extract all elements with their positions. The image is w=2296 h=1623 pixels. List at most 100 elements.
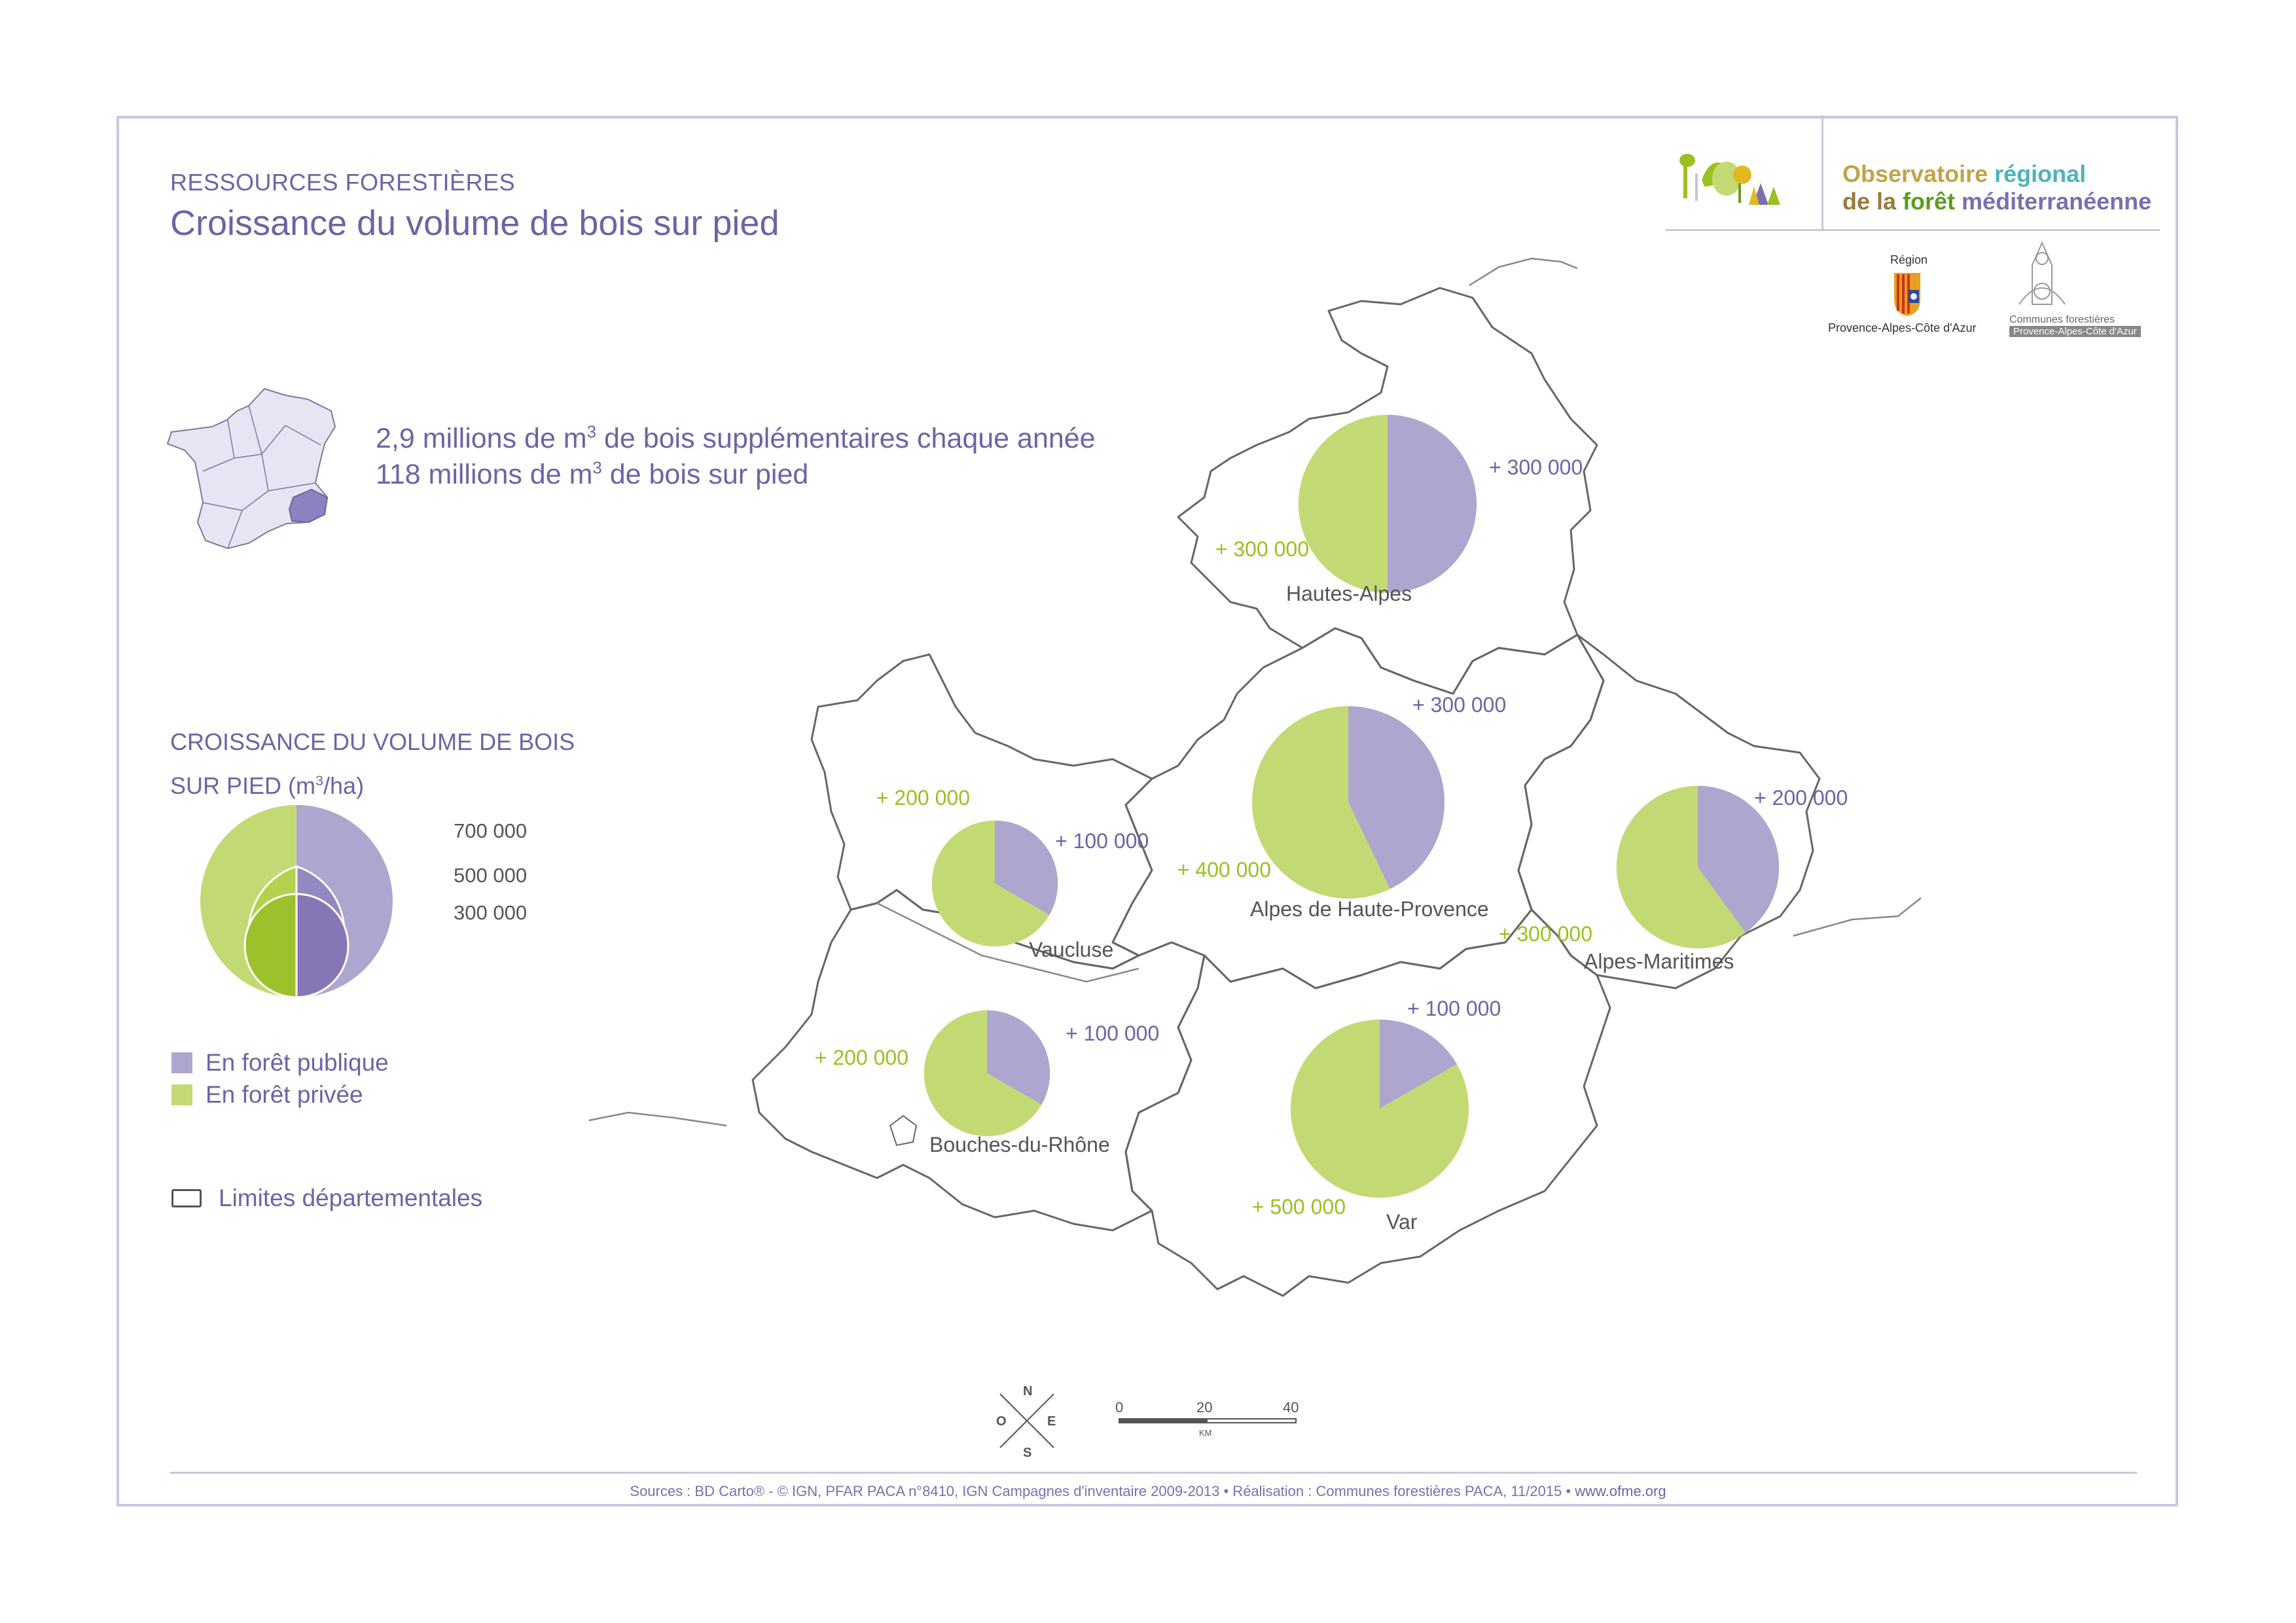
durance-line — [876, 902, 1139, 983]
value-private-alpes-de-haute-provence: + 400 000 — [1177, 858, 1271, 882]
value-public-alpes-maritimes: + 200 000 — [1754, 786, 1848, 810]
brand-underline — [1666, 229, 2160, 231]
brand-word-foret: forêt — [1903, 188, 1962, 215]
stat-annual-growth: 2,9 millions de m3 de bois supplémentair… — [376, 423, 1096, 455]
border-italy-north — [1469, 257, 1578, 287]
brand-word-regional: régional — [1994, 160, 2087, 187]
department-label-alpes-de-haute-provence: Alpes de Haute-Provence — [1250, 897, 1489, 921]
legend-public-swatch — [171, 1052, 192, 1073]
page-title: Croissance du volume de bois sur pied — [170, 204, 780, 243]
scale-tick-0: 0 — [1115, 1399, 1123, 1416]
legend-title-unit-text: SUR PIED (m — [170, 772, 316, 799]
department-label-bouches-du-rhone: Bouches-du-Rhône — [929, 1133, 1110, 1156]
communes-forestieres-logo — [2018, 241, 2066, 305]
brand-word-mediterraneenne: méditerranéenne — [1962, 188, 2152, 215]
department-label-hautes-alpes: Hautes-Alpes — [1286, 582, 1412, 605]
legend-public: En forêt publique — [171, 1049, 389, 1077]
region-logo-label: Région — [1890, 253, 1928, 266]
legend-public-label: En forêt publique — [206, 1049, 389, 1076]
border-bouches-du-rhone — [751, 889, 1206, 1232]
compass-south: S — [1023, 1446, 1031, 1460]
brand-word-de-la: de la — [1842, 188, 1903, 215]
scale-bar: 0 20 40 KM — [1115, 1399, 1299, 1438]
pie-slice-private-var — [1290, 1019, 1469, 1198]
compass-rose: N S E O — [996, 1384, 1056, 1460]
legend-limits-label: Limites départementales — [219, 1185, 483, 1211]
pie-slice-public-vaucluse — [995, 820, 1058, 916]
value-private-var: + 500 000 — [1252, 1195, 1346, 1219]
value-public-alpes-de-haute-provence: + 300 000 — [1412, 693, 1506, 717]
footer-sources: Sources : BD Carto® - © IGN, PFAR PACA n… — [0, 1483, 2296, 1500]
scale-tick-20: 20 — [1196, 1399, 1212, 1416]
communes-forestieres-name: Communes forestières — [2009, 314, 2115, 325]
pie-slice-private-vaucluse — [931, 820, 1050, 947]
region-logo-name: Provence-Alpes-Côte d'Azur — [1828, 321, 1977, 334]
pie-slice-private-bouches-du-rhone — [924, 1010, 1042, 1137]
footer-sources-text: Sources : BD Carto® - © IGN, PFAR PACA n… — [630, 1483, 1575, 1499]
stat-standing-volume: 118 millions de m3 de bois sur pied — [376, 459, 808, 491]
value-private-vaucluse: + 200 000 — [876, 786, 970, 810]
france-inset-map — [166, 387, 336, 550]
legend-size-500k: 500 000 — [454, 864, 528, 887]
legend-title-unit-suffix: /ha) — [323, 772, 365, 799]
brand-title-line2: de la forêt méditerranéenne — [1842, 188, 2151, 215]
pie-slice-private-hautes-alpes — [1298, 414, 1388, 594]
legend-title-unit: SUR PIED (m3/ha) — [170, 772, 364, 800]
paca-highlight — [288, 488, 329, 524]
department-label-vaucluse: Vaucluse — [1029, 938, 1113, 961]
value-private-alpes-maritimes: + 300 000 — [1499, 922, 1592, 946]
brand-title-line1: Observatoire régional — [1842, 160, 2086, 188]
value-public-vaucluse: + 100 000 — [1055, 829, 1149, 853]
stat-standing-volume-suffix: de bois sur pied — [601, 459, 809, 490]
legend-size-300k: 300 000 — [454, 901, 528, 924]
department-label-alpes-maritimes: Alpes-Maritimes — [1584, 950, 1734, 973]
legend-circle-300k-private — [243, 893, 298, 999]
region-paca-logo — [1894, 273, 1920, 316]
legend-private-label: En forêt privée — [206, 1081, 363, 1108]
legend-limits: Limites départementales — [171, 1185, 482, 1212]
pie-slice-public-alpes-maritimes — [1698, 785, 1780, 933]
legend-circle-300k-public — [295, 893, 350, 999]
france-region-borders — [202, 405, 321, 549]
value-public-bouches-du-rhone: + 100 000 — [1066, 1022, 1159, 1045]
department-label-var: Var — [1386, 1210, 1418, 1234]
legend-size-circles — [200, 805, 393, 999]
border-vaucluse — [810, 653, 1153, 970]
footer-divider — [170, 1472, 2137, 1474]
legend-private: En forêt privée — [171, 1081, 363, 1109]
communes-forestieres-subtitle: Provence-Alpes-Côte d'Azur — [2009, 326, 2141, 337]
brand-word-observatoire: Observatoire — [1842, 160, 1995, 187]
legend-title-unit-exponent: 3 — [315, 772, 324, 789]
coastline-east — [1793, 897, 1922, 937]
legend-size-700k: 700 000 — [454, 819, 528, 842]
etang-de-berre — [889, 1115, 918, 1147]
footer-url-link[interactable]: www.ofme.org — [1575, 1483, 1666, 1499]
pie-slice-public-alpes-de-haute-provence — [1348, 706, 1444, 889]
pie-slice-public-var — [1380, 1019, 1457, 1109]
stat-standing-volume-text: 118 millions de m — [376, 459, 593, 490]
value-public-var: + 100 000 — [1407, 997, 1501, 1020]
department-pies: Hautes-Alpes + 300 000 + 300 000 Alpes de H… — [815, 414, 1848, 1234]
legend-private-swatch — [171, 1084, 192, 1105]
pie-slice-public-bouches-du-rhone — [987, 1010, 1050, 1105]
value-private-hautes-alpes: + 300 000 — [1215, 537, 1309, 561]
stat-standing-volume-exponent: 3 — [592, 459, 602, 478]
stat-annual-growth-suffix: de bois supplémentaires chaque année — [596, 423, 1096, 454]
legend-title: CROISSANCE DU VOLUME DE BOIS — [170, 728, 575, 755]
map-frame — [117, 116, 2178, 1507]
pie-slice-private-alpes-maritimes — [1616, 785, 1746, 949]
border-alpes-maritimes — [1517, 633, 1821, 990]
compass-east: E — [1047, 1414, 1056, 1429]
page-kicker: RESSOURCES FORESTIÈRES — [170, 169, 516, 196]
legend-limits-symbol — [171, 1189, 202, 1207]
border-west — [588, 1111, 727, 1127]
value-public-hautes-alpes: + 300 000 — [1489, 455, 1583, 479]
pie-slice-public-hautes-alpes — [1388, 414, 1477, 594]
compass-north: N — [1023, 1384, 1032, 1399]
scale-tick-40: 40 — [1283, 1399, 1299, 1416]
ofme-logo — [1679, 154, 1780, 205]
compass-west: O — [996, 1414, 1007, 1429]
value-private-bouches-du-rhone: + 200 000 — [815, 1046, 908, 1069]
stat-annual-growth-text: 2,9 millions de m — [376, 423, 587, 454]
